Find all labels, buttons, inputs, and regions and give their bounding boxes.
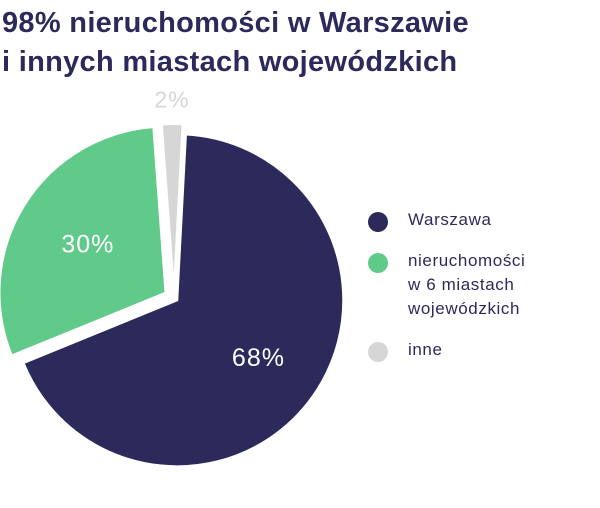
pie-slice-2: [0, 126, 167, 357]
pie-slice-label-3: 2%: [154, 86, 189, 112]
legend-label-2-line-3: wojewódzkich: [408, 299, 521, 318]
legend-swatch-2: [368, 253, 388, 273]
legend-swatch-3: [368, 342, 388, 362]
legend-item-3: inne: [368, 338, 593, 362]
legend-item-1: Warszawa: [368, 208, 593, 232]
chart-title-line-1: 98% nieruchomości w Warszawie: [2, 7, 469, 39]
pie-chart: 68% 30% 2%: [0, 86, 345, 468]
legend-label-1-line-1: Warszawa: [408, 210, 492, 229]
pie-slice-label-1: 68%: [232, 344, 285, 372]
chart-title: 98% nieruchomości w Warszawie i innych m…: [2, 4, 598, 82]
legend-label-3-line-1: inne: [408, 340, 443, 359]
legend-swatch-1: [368, 212, 388, 232]
pie-slice-1: [22, 133, 345, 468]
legend-label-2-line-1: nieruchomości: [408, 251, 526, 270]
legend-item-2: nieruchomości w 6 miastach wojewódzkich: [368, 249, 593, 321]
pie-slice-3: [160, 123, 184, 291]
chart-legend: Warszawa nieruchomości w 6 miastach wojewód…: [368, 208, 593, 379]
chart-title-line-2: i innych miastach wojewódzkich: [2, 46, 458, 78]
legend-label-2-line-2: w 6 miastach: [408, 275, 515, 294]
pie-slice-label-2: 30%: [61, 231, 114, 259]
